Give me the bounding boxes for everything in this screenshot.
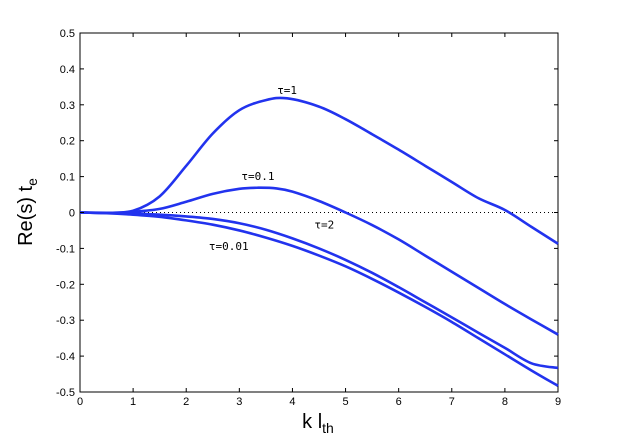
x-tick-label: 8	[502, 396, 508, 408]
y-tick-label: 0.1	[60, 172, 75, 184]
x-axis-label: k lth	[302, 411, 334, 436]
y-tick-label: 0.3	[60, 100, 75, 112]
x-tick-label: 6	[396, 396, 402, 408]
x-tick-label: 9	[555, 396, 561, 408]
curve-label: τ=0.01	[209, 240, 249, 253]
x-tick-label: 7	[449, 396, 455, 408]
y-axis-label-sub: e	[24, 178, 40, 186]
series-line-1	[79, 186, 559, 336]
y-tick-label: 0.2	[60, 136, 75, 148]
x-tick-label: 4	[289, 396, 295, 408]
y-tick-label: -0.1	[56, 243, 75, 255]
x-tick-label: 1	[130, 396, 136, 408]
y-tick-label: 0.5	[60, 28, 75, 40]
y-axis-ticks: -0.5 -0.4 -0.3 -0.2 -0.1 0 0.1 0.2 0.3 0.4 0.5	[56, 28, 558, 399]
y-tick-label: -0.4	[56, 351, 75, 363]
y-axis-label-main: Re(s) t	[15, 185, 37, 245]
series-line-2	[79, 211, 559, 370]
x-axis-label-sub: th	[322, 420, 334, 436]
y-tick-label: -0.2	[56, 279, 75, 291]
annotation-layer: τ=1 τ=0.1 τ=2 τ=0.01	[209, 84, 334, 253]
series-layer	[79, 96, 559, 388]
x-tick-label: 5	[342, 396, 348, 408]
series-line-0	[79, 96, 559, 245]
y-tick-label: -0.3	[56, 315, 75, 327]
x-tick-label: 0	[77, 396, 83, 408]
curve-label: τ=2	[314, 219, 334, 232]
x-tick-label: 2	[183, 396, 189, 408]
y-tick-label: 0	[69, 208, 75, 220]
y-axis-label: Re(s) te	[15, 178, 40, 246]
curve-label: τ=0.1	[241, 170, 274, 183]
curve-label: τ=1	[277, 84, 297, 97]
x-axis-ticks: 0 1 2 3 4 5 6 7 8 9	[77, 33, 561, 408]
x-tick-label: 3	[236, 396, 242, 408]
x-axis-label-main: k l	[302, 411, 322, 433]
y-tick-label: -0.5	[56, 387, 75, 399]
y-tick-label: 0.4	[60, 64, 75, 76]
series-line-3	[79, 211, 559, 388]
